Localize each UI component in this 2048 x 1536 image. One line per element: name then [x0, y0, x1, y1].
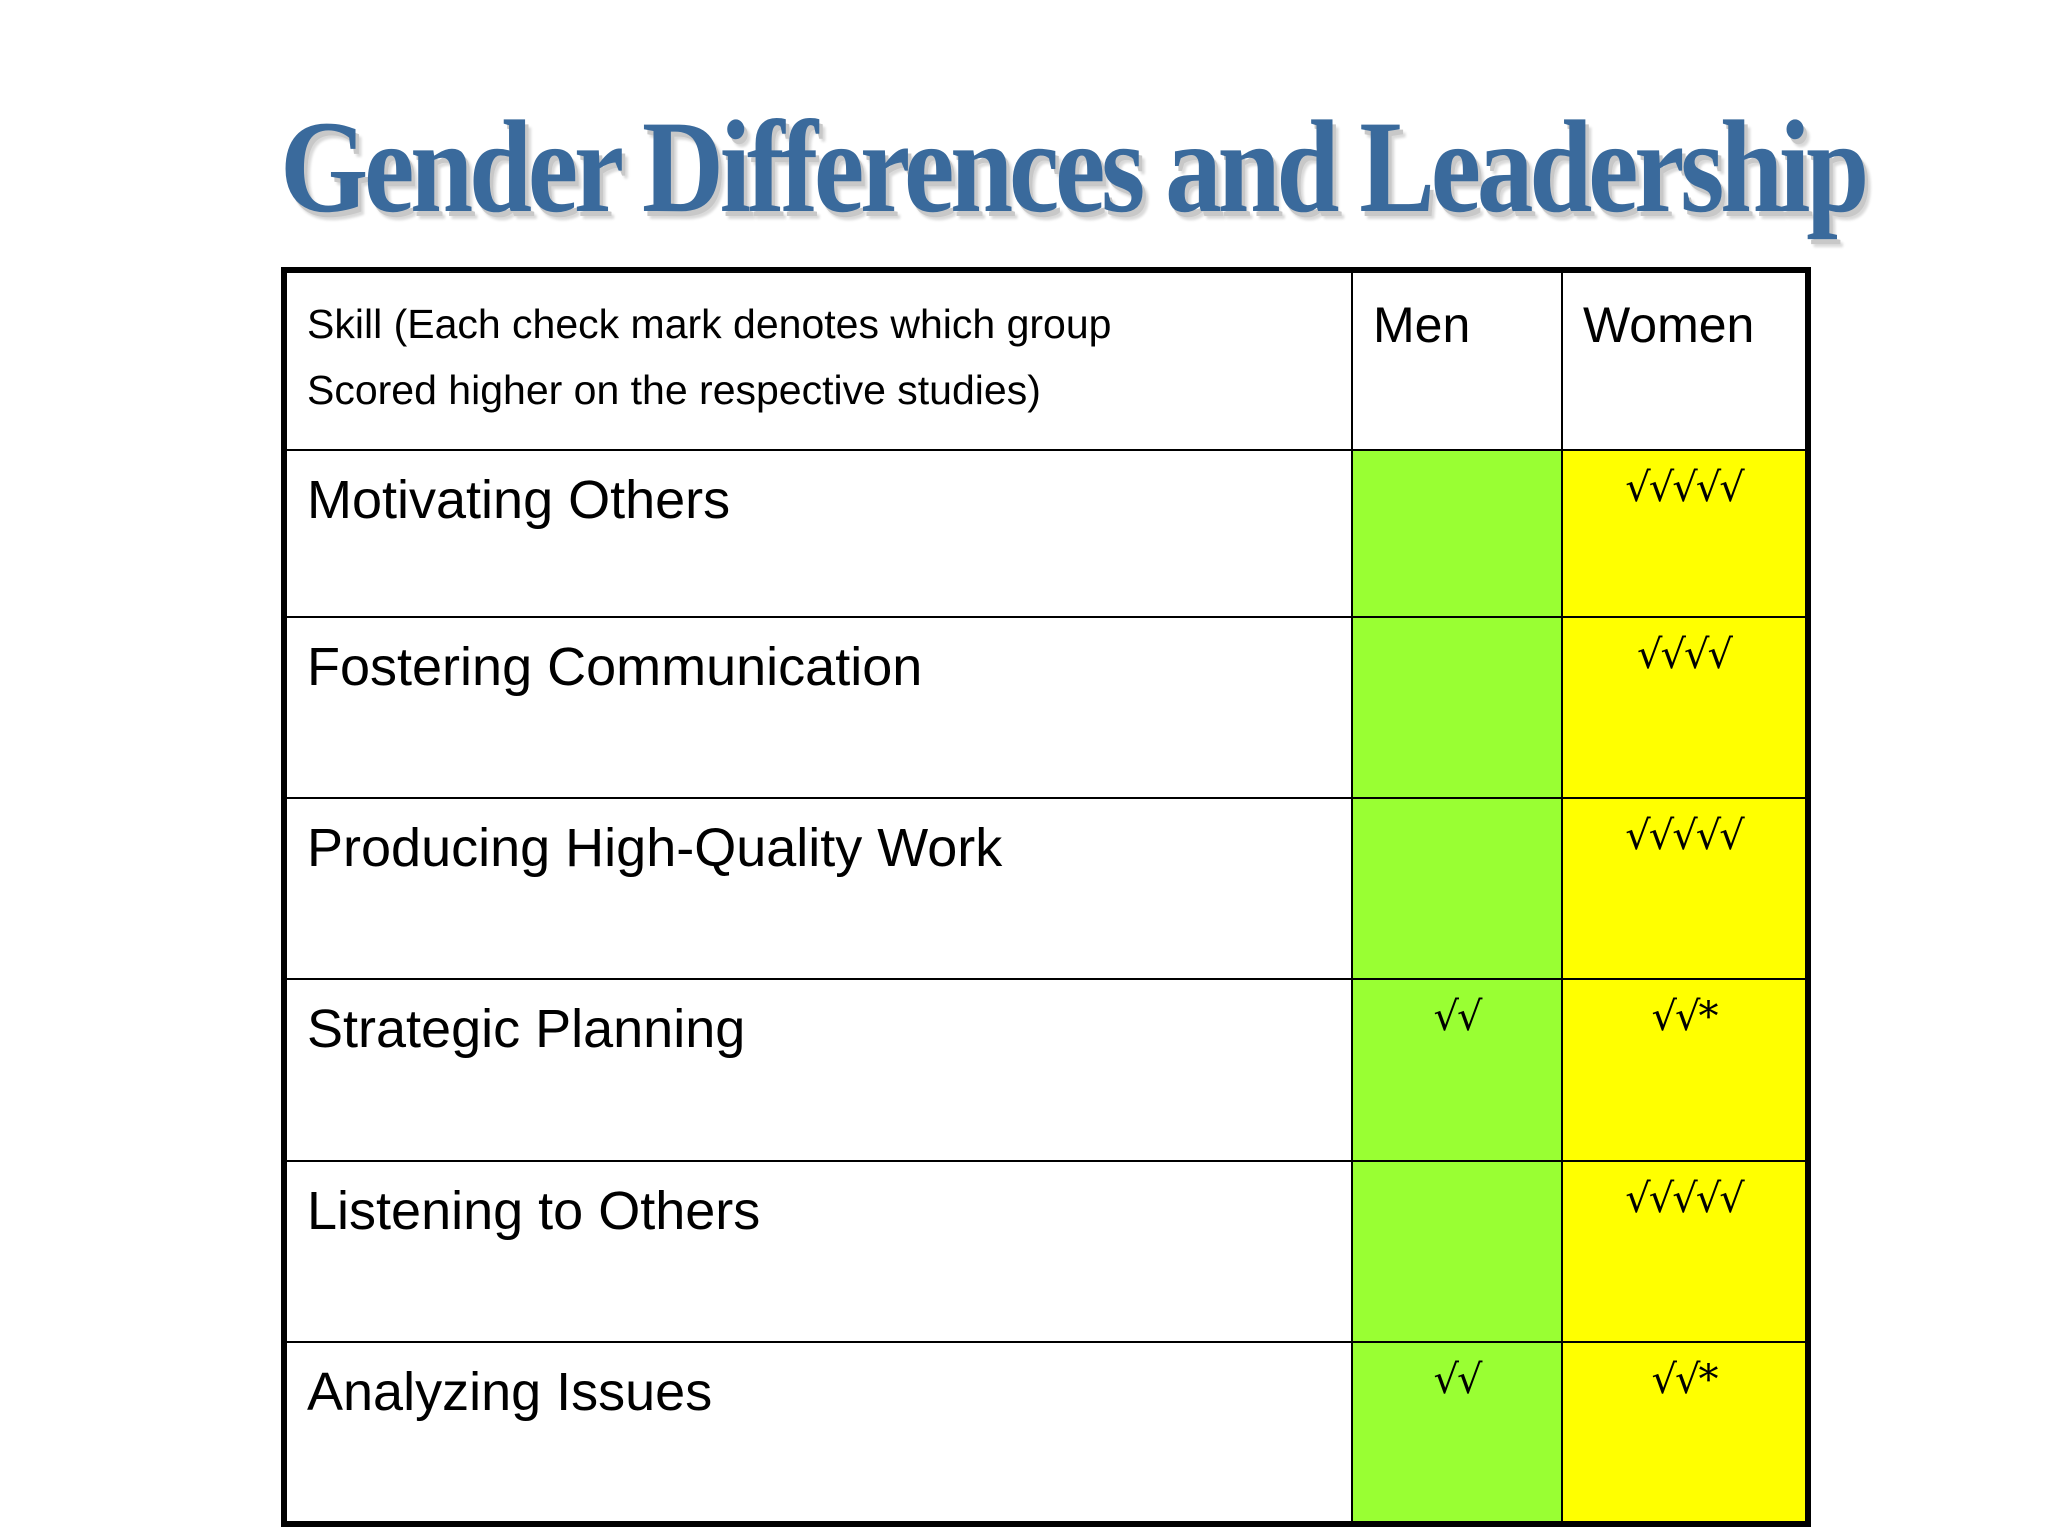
skills-comparison-table: Skill (Each check mark denotes which gro… — [281, 267, 1811, 1527]
women-check-marks: √√√√√ — [1625, 465, 1744, 511]
skill-cell: Analyzing Issues — [283, 1341, 1353, 1525]
men-check-marks — [1353, 1162, 1561, 1174]
skill-cell: Fostering Communication — [283, 616, 1353, 799]
skill-column-header: Skill (Each check mark denotes which gro… — [283, 269, 1353, 451]
skill-name: Producing High-Quality Work — [307, 818, 1003, 878]
table-row: Motivating Others √√√√√ — [283, 449, 1809, 618]
women-check-marks: √√√√√ — [1625, 813, 1744, 859]
women-cell: √√* — [1561, 978, 1809, 1162]
men-check-marks: √√ — [1433, 1357, 1483, 1403]
men-cell: √√ — [1351, 978, 1563, 1162]
table-row: Analyzing Issues √√ √√* — [283, 1341, 1809, 1525]
men-check-marks — [1353, 451, 1561, 463]
men-check-marks: √√ — [1433, 994, 1483, 1040]
skill-name: Strategic Planning — [307, 999, 746, 1059]
women-column-header: Women — [1561, 269, 1809, 451]
skill-header-line-2: Scored higher on the respective studies) — [307, 367, 1041, 413]
women-check-marks: √√* — [1651, 1357, 1719, 1403]
women-cell: √√√√√ — [1561, 1160, 1809, 1343]
skill-name: Analyzing Issues — [307, 1362, 713, 1422]
women-check-marks: √√√√√ — [1625, 1176, 1744, 1222]
men-cell — [1351, 616, 1563, 799]
men-cell: √√ — [1351, 1341, 1563, 1525]
skill-name: Fostering Communication — [307, 637, 923, 697]
women-header-label: Women — [1583, 297, 1755, 353]
men-cell — [1351, 797, 1563, 980]
skill-cell: Listening to Others — [283, 1160, 1353, 1343]
table-row: Producing High-Quality Work √√√√√ — [283, 797, 1809, 980]
men-cell — [1351, 1160, 1563, 1343]
men-header-label: Men — [1373, 297, 1471, 353]
skill-cell: Producing High-Quality Work — [283, 797, 1353, 980]
men-cell — [1351, 449, 1563, 618]
women-check-marks: √√√√ — [1637, 632, 1733, 678]
skill-header-line-1: Skill (Each check mark denotes which gro… — [307, 301, 1112, 347]
table-row: Listening to Others √√√√√ — [283, 1160, 1809, 1343]
table-row: Fostering Communication √√√√ — [283, 616, 1809, 799]
table-row: Strategic Planning √√ √√* — [283, 978, 1809, 1162]
skill-name: Listening to Others — [307, 1181, 761, 1241]
skill-cell: Motivating Others — [283, 449, 1353, 618]
women-cell: √√√√√ — [1561, 797, 1809, 980]
women-cell: √√√√ — [1561, 616, 1809, 799]
women-check-marks: √√* — [1651, 994, 1719, 1040]
skill-name: Motivating Others — [307, 470, 731, 530]
men-check-marks — [1353, 618, 1561, 630]
men-check-marks — [1353, 799, 1561, 811]
table-header-row: Skill (Each check mark denotes which gro… — [283, 269, 1809, 451]
skill-cell: Strategic Planning — [283, 978, 1353, 1162]
men-column-header: Men — [1351, 269, 1563, 451]
slide-title: Gender Differences and Leadership — [280, 93, 1869, 240]
women-cell: √√* — [1561, 1341, 1809, 1525]
women-cell: √√√√√ — [1561, 449, 1809, 618]
